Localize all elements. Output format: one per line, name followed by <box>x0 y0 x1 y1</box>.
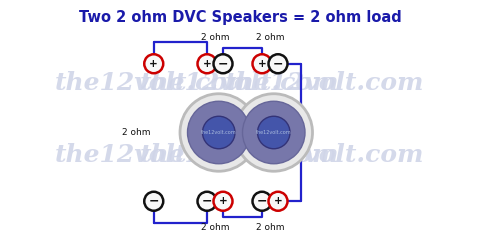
Text: Two 2 ohm DVC Speakers = 2 ohm load: Two 2 ohm DVC Speakers = 2 ohm load <box>79 10 401 25</box>
Text: the12volt.com: the12volt.com <box>201 130 237 135</box>
Text: 2 ohm: 2 ohm <box>256 34 284 42</box>
Circle shape <box>257 116 290 149</box>
Text: the12volt.com: the12volt.com <box>256 130 291 135</box>
Text: +: + <box>258 59 266 69</box>
Text: −: − <box>202 195 212 208</box>
Text: +: + <box>218 196 228 206</box>
Circle shape <box>235 94 312 171</box>
Text: −: − <box>273 57 283 70</box>
Text: the12volt.com: the12volt.com <box>55 70 255 94</box>
Circle shape <box>144 192 163 211</box>
Circle shape <box>144 54 163 73</box>
Text: the12volt.com: the12volt.com <box>225 143 425 167</box>
Circle shape <box>252 192 272 211</box>
Text: 2 ohm: 2 ohm <box>201 222 229 232</box>
Text: −: − <box>148 195 159 208</box>
Text: 2 ohm: 2 ohm <box>122 128 151 137</box>
Circle shape <box>268 54 288 73</box>
Text: the12volt.com: the12volt.com <box>225 70 425 94</box>
Text: +: + <box>274 196 282 206</box>
Text: −: − <box>218 57 228 70</box>
Circle shape <box>203 116 235 149</box>
Circle shape <box>252 54 272 73</box>
Circle shape <box>242 101 305 164</box>
Text: +: + <box>149 59 158 69</box>
Circle shape <box>197 54 216 73</box>
Circle shape <box>268 192 288 211</box>
Text: +: + <box>203 59 211 69</box>
Text: the12volt.com: the12volt.com <box>140 70 340 94</box>
Text: the12volt.com: the12volt.com <box>55 143 255 167</box>
Circle shape <box>214 54 232 73</box>
Circle shape <box>214 192 232 211</box>
Circle shape <box>197 192 216 211</box>
Text: 2 ohm: 2 ohm <box>256 222 284 232</box>
Circle shape <box>180 94 257 171</box>
Circle shape <box>188 101 250 164</box>
Text: the12volt.com: the12volt.com <box>140 143 340 167</box>
Text: 2 ohm: 2 ohm <box>201 34 229 42</box>
Text: −: − <box>257 195 267 208</box>
